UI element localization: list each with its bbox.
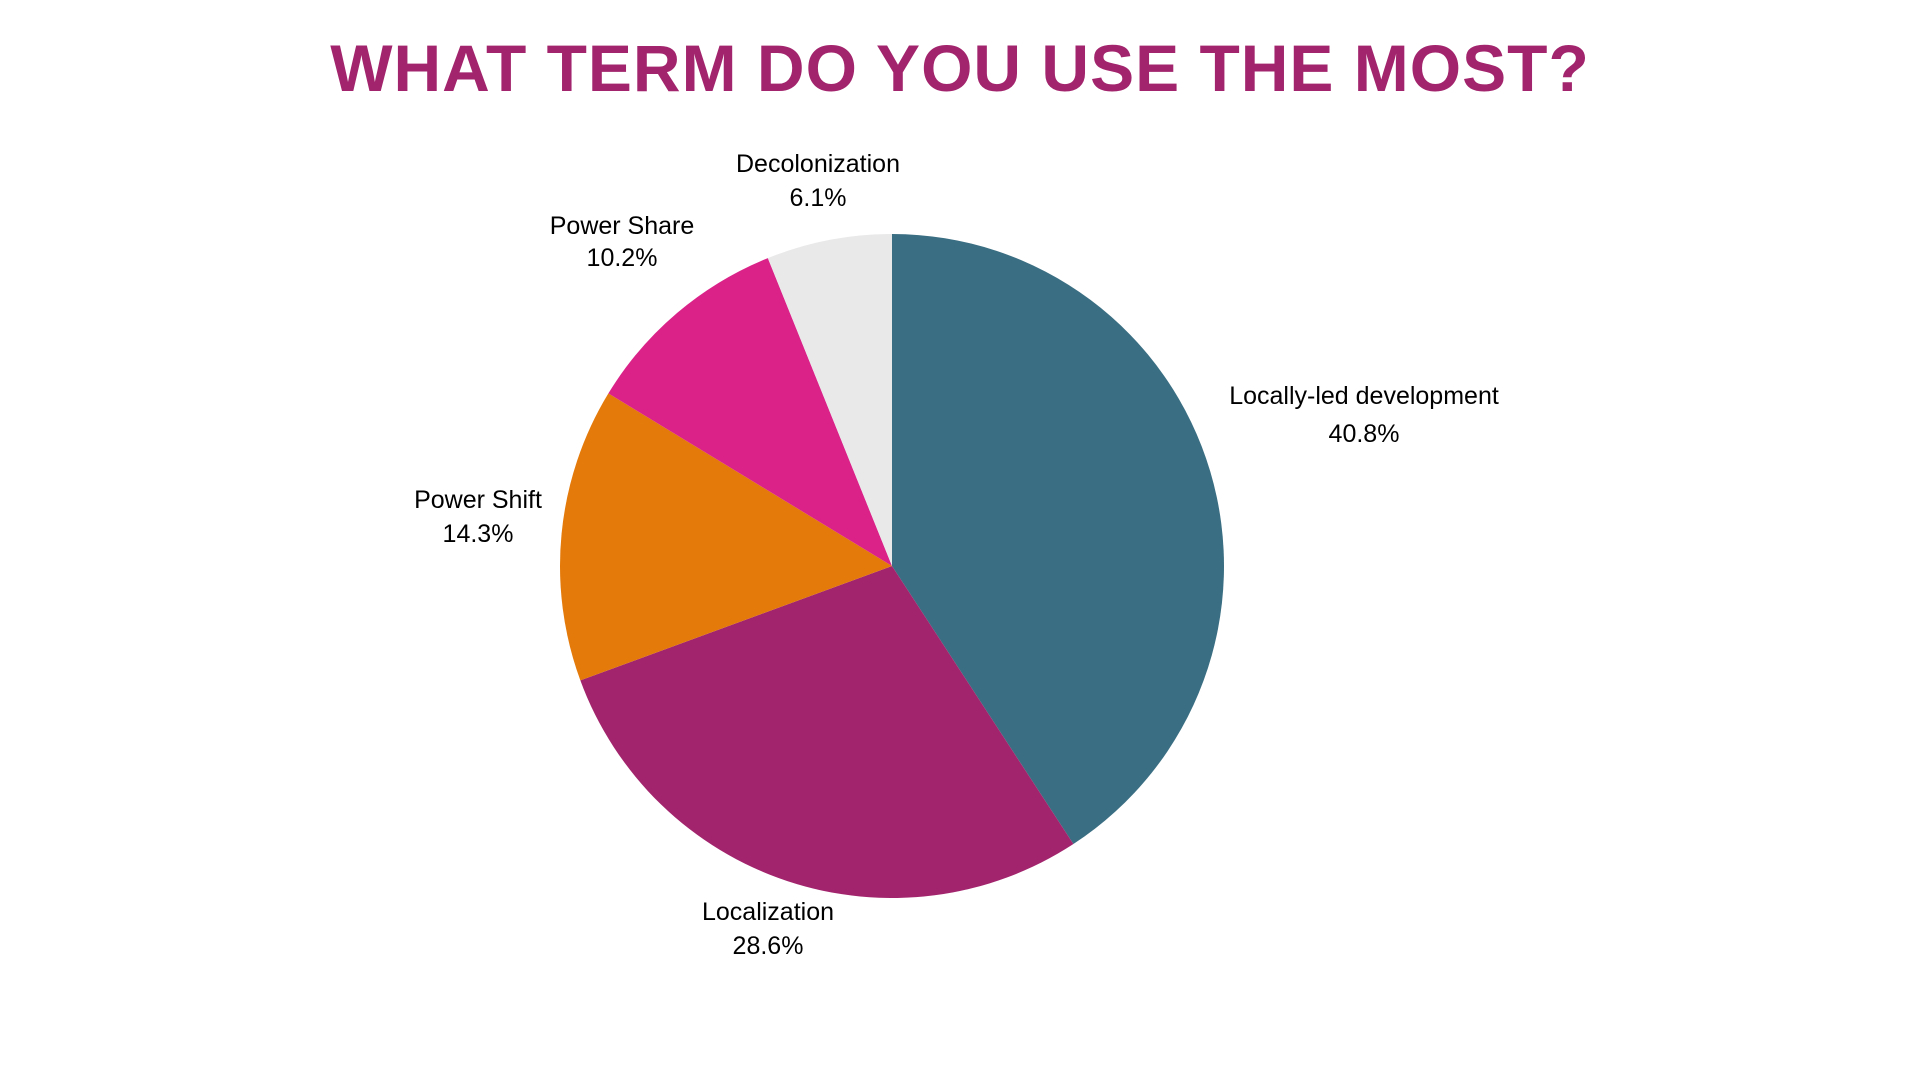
- pie-slice-power-shift: [559, 393, 892, 681]
- pie-slice-localization: [580, 566, 1074, 898]
- slice-value-power-shift: 14.3%: [443, 520, 514, 548]
- slice-value-localization: 28.6%: [733, 932, 804, 960]
- slice-label-decolonization: Decolonization: [736, 150, 900, 178]
- slice-label-power-shift: Power Shift: [414, 486, 542, 514]
- slice-label-locally-led-development: Locally-led development: [1229, 382, 1499, 410]
- chart-title: WHAT TERM DO YOU USE THE MOST?: [330, 31, 1590, 105]
- pie-labels: Locally-led development 40.8% Localization…: [414, 150, 1499, 960]
- slice-label-localization: Localization: [702, 898, 834, 926]
- pie-slice-decolonization: [767, 234, 892, 566]
- pie-slice-locally-led-development: [892, 234, 1225, 845]
- slice-value-locally-led-development: 40.8%: [1329, 420, 1400, 448]
- slice-value-power-share: 10.2%: [587, 244, 658, 272]
- pie-slice-power-share: [608, 258, 892, 566]
- pie-slices: [559, 234, 1225, 898]
- slice-label-power-share: Power Share: [550, 212, 695, 240]
- slice-value-decolonization: 6.1%: [790, 184, 847, 212]
